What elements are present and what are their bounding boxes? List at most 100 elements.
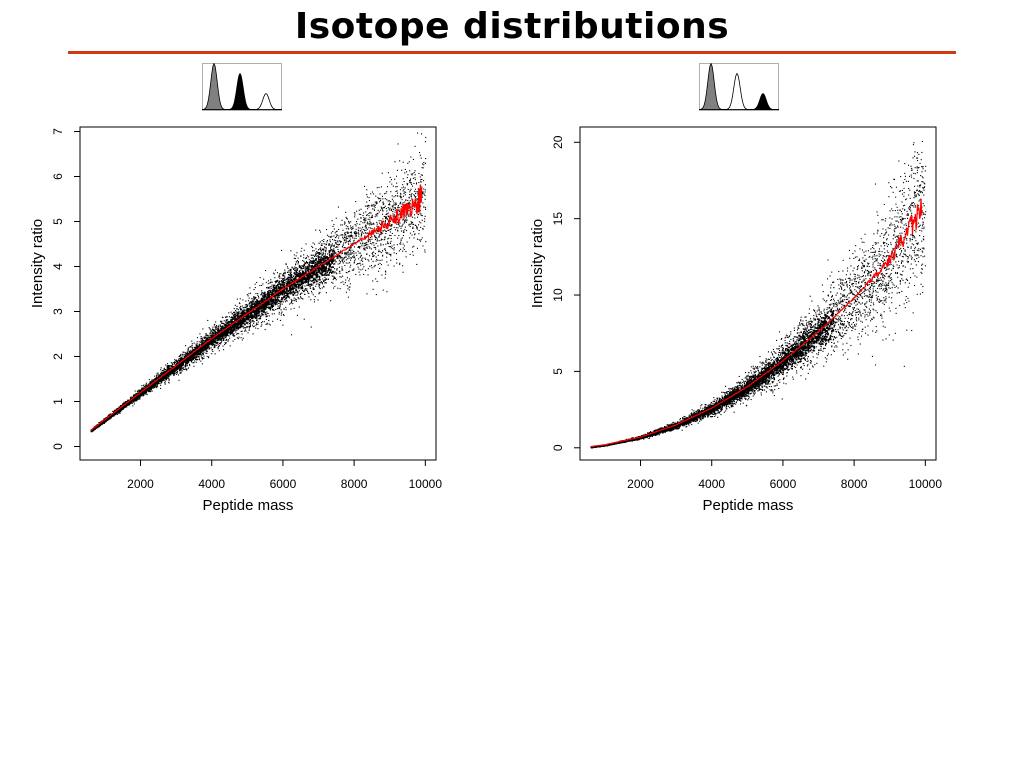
y-tick-label: 6 <box>51 173 65 180</box>
data-point <box>369 242 371 244</box>
data-point <box>382 201 384 203</box>
data-point <box>380 238 382 240</box>
data-point <box>201 342 203 344</box>
data-point <box>218 345 220 347</box>
data-point <box>295 294 297 296</box>
data-point <box>411 234 413 236</box>
data-point <box>419 154 421 156</box>
data-point <box>348 257 350 259</box>
data-point <box>355 237 357 239</box>
data-point <box>400 230 402 232</box>
data-point <box>310 299 312 301</box>
data-point <box>303 318 305 320</box>
data-point <box>266 315 268 317</box>
data-point <box>257 313 259 315</box>
data-point <box>390 229 392 231</box>
data-point <box>380 224 382 226</box>
data-point <box>310 261 312 263</box>
data-point <box>308 292 310 294</box>
white-peak-icon <box>723 72 751 110</box>
data-point <box>335 255 337 257</box>
data-point <box>415 193 417 195</box>
data-point <box>280 285 282 287</box>
data-point <box>318 255 320 257</box>
data-point <box>400 197 402 199</box>
data-point <box>424 215 426 217</box>
data-point <box>212 350 214 352</box>
data-point <box>293 290 295 292</box>
data-point <box>407 188 409 190</box>
data-point <box>172 363 174 365</box>
data-point <box>320 231 322 233</box>
data-point <box>333 252 335 254</box>
data-point <box>373 227 375 229</box>
data-point <box>186 352 188 354</box>
data-point <box>369 224 371 226</box>
data-point <box>238 311 240 313</box>
data-point <box>335 252 337 254</box>
data-point <box>153 379 155 381</box>
data-point <box>326 272 328 274</box>
data-point <box>411 193 413 195</box>
data-point <box>371 191 373 193</box>
data-point <box>237 338 239 340</box>
data-point <box>234 335 236 337</box>
data-point <box>341 269 343 271</box>
data-point <box>240 305 242 307</box>
data-point <box>339 263 341 265</box>
data-point <box>253 322 255 324</box>
data-point <box>310 260 312 262</box>
data-point <box>345 225 347 227</box>
data-point <box>384 205 386 207</box>
data-point <box>336 234 338 236</box>
data-point <box>230 317 232 319</box>
data-point <box>347 251 349 253</box>
data-point <box>363 248 365 250</box>
data-point <box>376 223 378 225</box>
data-point <box>303 254 305 256</box>
data-point <box>334 259 336 261</box>
data-point <box>333 239 335 241</box>
data-point <box>225 319 227 321</box>
data-point <box>288 270 290 272</box>
data-point <box>341 219 343 221</box>
data-point <box>404 168 406 170</box>
data-point <box>371 227 373 229</box>
data-point <box>321 249 323 251</box>
data-point <box>178 379 180 381</box>
data-point <box>241 308 243 310</box>
data-point <box>207 338 209 340</box>
data-point <box>312 294 314 296</box>
data-point <box>325 248 327 250</box>
data-point <box>274 284 276 286</box>
data-point <box>374 204 376 206</box>
data-point <box>346 239 348 241</box>
data-point <box>417 132 419 134</box>
data-point <box>179 354 181 356</box>
data-point <box>141 388 143 390</box>
data-point <box>414 174 416 176</box>
data-point <box>343 283 345 285</box>
data-point <box>298 306 300 308</box>
data-point <box>277 300 279 302</box>
data-point <box>393 221 395 223</box>
data-point <box>346 272 348 274</box>
data-point <box>384 238 386 240</box>
data-point <box>138 391 140 393</box>
data-point <box>259 277 261 279</box>
data-point <box>167 366 169 368</box>
data-point <box>213 333 215 335</box>
data-point <box>354 224 356 226</box>
data-point <box>241 305 243 307</box>
data-point <box>408 213 410 215</box>
data-point <box>196 344 198 346</box>
data-point <box>402 231 404 233</box>
data-point <box>341 253 343 255</box>
data-point <box>236 308 238 310</box>
data-point <box>338 237 340 239</box>
data-point <box>263 314 265 316</box>
data-point <box>356 221 358 223</box>
data-point <box>332 271 334 273</box>
data-point <box>198 359 200 361</box>
data-point <box>163 369 165 371</box>
